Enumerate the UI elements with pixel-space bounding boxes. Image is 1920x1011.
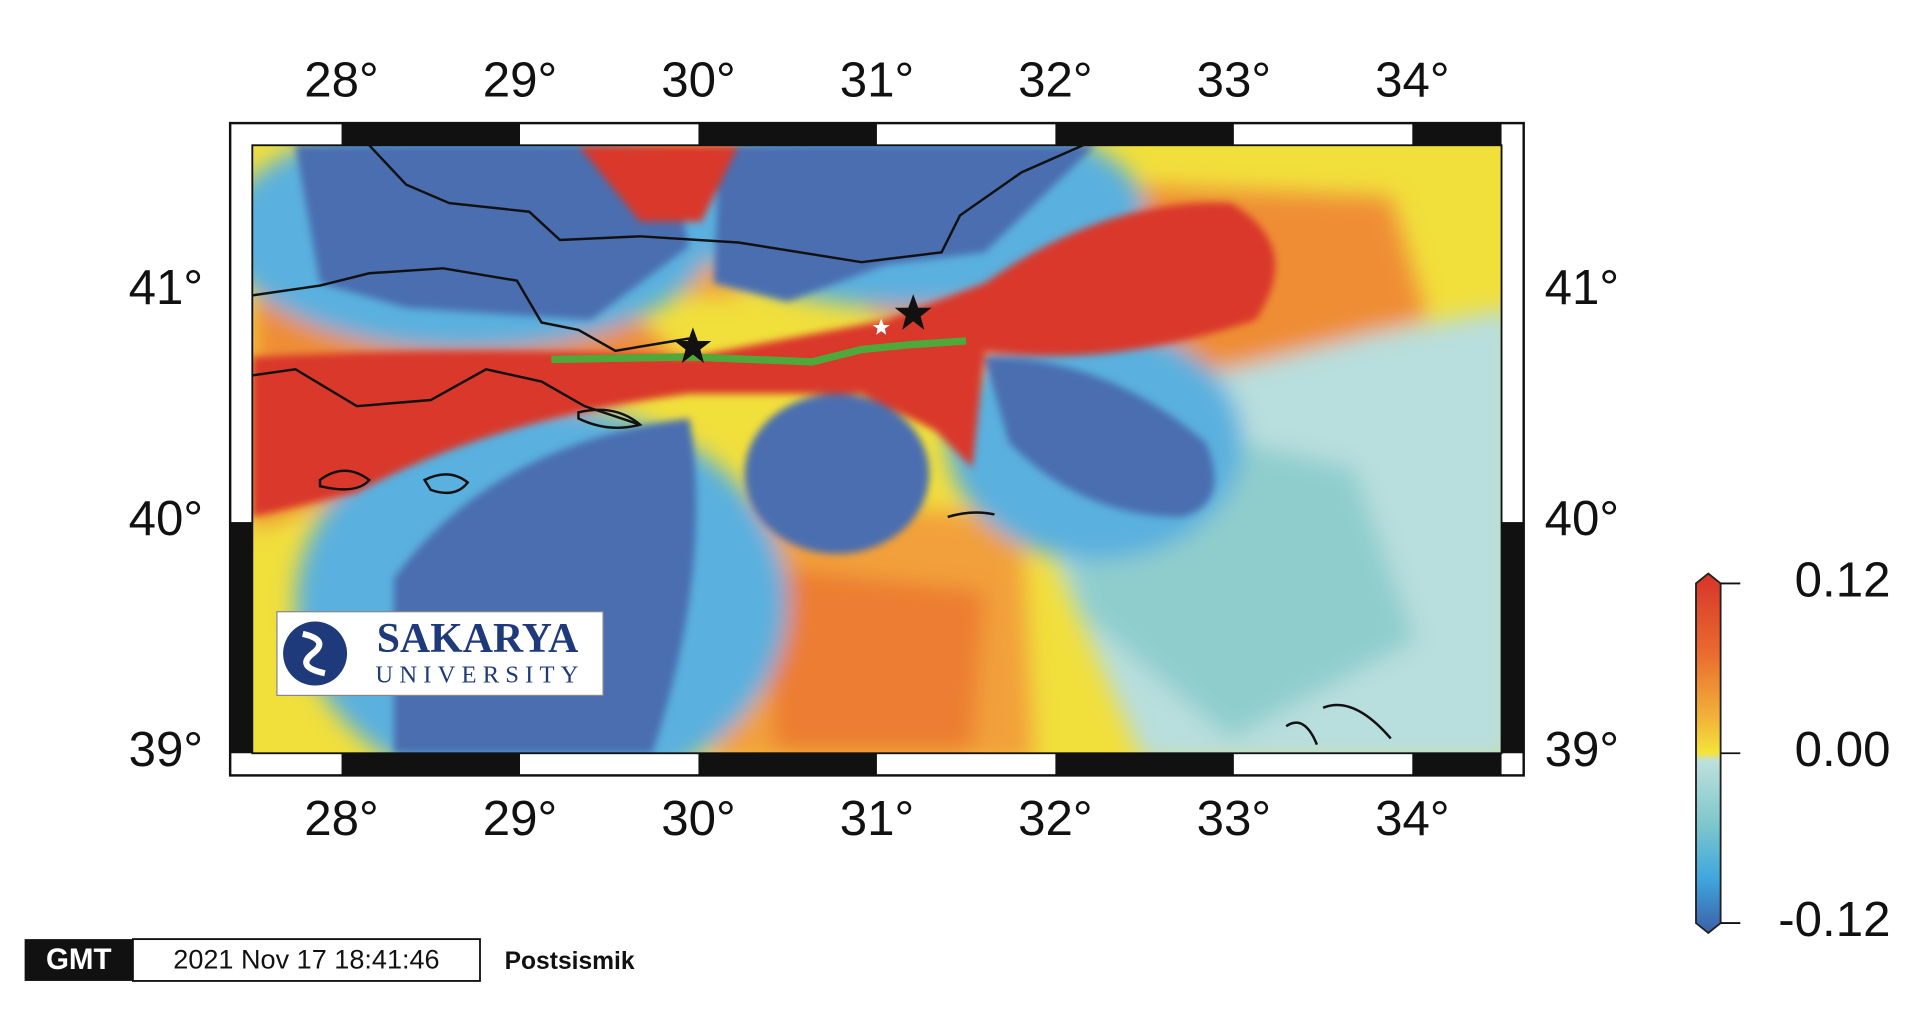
gmt-logo-box <box>24 939 133 981</box>
x-tick-label: 33° <box>1197 53 1271 108</box>
x-tick-label: 29° <box>483 53 557 108</box>
frame-segment <box>230 522 253 754</box>
y-tick-label: 39° <box>1545 722 1619 777</box>
footer: GMT 2021 Nov 17 18:41:46 Postsismik <box>24 938 635 982</box>
frame-segment <box>341 753 520 776</box>
logo-name: SAKARYA <box>377 616 579 662</box>
x-tick-label: 30° <box>661 791 735 846</box>
colorbar: 0.12 0.00 -0.12 <box>1695 552 1891 947</box>
y-tick-label: 39° <box>129 722 203 777</box>
colorbar-tick-label: 0.12 <box>1795 552 1891 607</box>
frame-segment <box>1501 522 1524 754</box>
gmt-logo: GMT <box>46 943 112 976</box>
orange-field <box>763 566 985 751</box>
station-star <box>872 318 890 335</box>
y-tick-label: 40° <box>129 491 203 546</box>
plot-label: Postsismik <box>505 948 635 975</box>
logo-subtitle: UNIVERSITY <box>375 662 584 689</box>
x-tick-label: 31° <box>840 791 914 846</box>
coastlines <box>252 145 1392 746</box>
frame: 28° 28° 29° 29° 30° 30° 31° 31° 32° 32° 33° 33° 34° 3… <box>129 53 1619 846</box>
timestamp-box <box>131 938 481 982</box>
fault-trace <box>551 337 967 366</box>
epicenter-star <box>674 327 712 364</box>
x-tick-label: 29° <box>483 791 557 846</box>
logo: SAKARYA UNIVERSITY <box>276 611 604 697</box>
frame-segment <box>698 123 877 146</box>
y-tick-label: 40° <box>1545 491 1619 546</box>
blue-lobe <box>984 356 1215 517</box>
frame-segment <box>698 753 877 776</box>
blue-lobe <box>713 145 1096 302</box>
y-tick-label: 41° <box>129 260 203 315</box>
x-tick-label: 30° <box>661 53 735 108</box>
colorbar-tick-label: 0.00 <box>1795 722 1891 777</box>
blue-lobe <box>295 145 690 321</box>
red-band <box>578 145 739 222</box>
x-tick-label: 34° <box>1375 791 1449 846</box>
logo-emblem-mark <box>302 630 326 677</box>
frame-segment <box>1055 123 1234 146</box>
x-tick-label: 32° <box>1018 53 1092 108</box>
y-tick-label: 41° <box>1545 260 1619 315</box>
blue-lobe <box>744 393 930 554</box>
x-tick-label: 28° <box>304 53 378 108</box>
colorbar-scale <box>1695 572 1722 935</box>
x-tick-label: 28° <box>304 791 378 846</box>
frame-segment <box>1412 123 1502 146</box>
x-tick-label: 33° <box>1197 791 1271 846</box>
frame-segment <box>1412 753 1502 776</box>
field <box>252 145 1502 754</box>
x-tick-label: 34° <box>1375 53 1449 108</box>
colorbar-tick-label: -0.12 <box>1778 892 1890 947</box>
epicenter-star <box>894 294 932 330</box>
frame-segment <box>1055 753 1234 776</box>
frame-segment <box>341 123 520 146</box>
timestamp: 2021 Nov 17 18:41:46 <box>173 943 439 974</box>
x-tick-label: 32° <box>1018 791 1092 846</box>
x-tick-label: 31° <box>840 53 914 108</box>
